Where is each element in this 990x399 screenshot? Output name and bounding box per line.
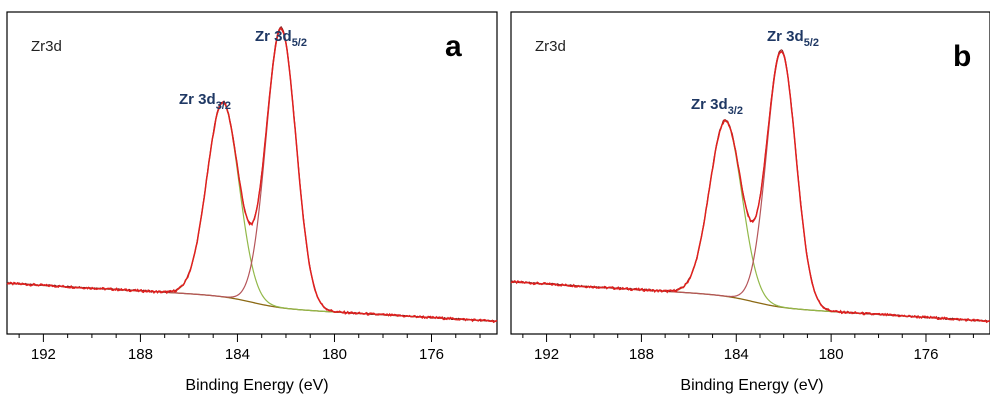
panel-b-envelope [510, 50, 990, 324]
panel-b-x-axis-title: Binding Energy (eV) [680, 377, 823, 394]
panel-b-letter: b [953, 40, 971, 73]
panel-b-plot [510, 49, 990, 324]
panel-b-x-tick-label: 192 [534, 346, 559, 363]
panel-a-peak-label-3d32: Zr 3d3/2 [179, 91, 231, 112]
panel-b-peak-label-3d32: Zr 3d3/2 [691, 96, 743, 117]
panel-a-x-axis-title: Binding Energy (eV) [185, 377, 328, 394]
panel-b-x-tick-label: 176 [913, 346, 938, 363]
panel-b-x-tick-label: 180 [819, 346, 844, 363]
panel-a-spectrum-label: Zr3d [31, 38, 62, 55]
panel-b-spectrum-label: Zr3d [535, 38, 566, 55]
panel-a: Zr3d a 192 188 184 180 176 Binding Energy (e… [6, 11, 498, 394]
panel-a-x-tick-label: 180 [322, 346, 347, 363]
panel-a-x-tick-label: 188 [128, 346, 153, 363]
panel-b-x-tick-label: 184 [724, 346, 749, 363]
panel-a-x-axis: 192 188 184 180 176 [18, 334, 481, 363]
panel-b-frame [510, 11, 990, 335]
panel-b-peak-label-3d52: Zr 3d5/2 [767, 28, 819, 49]
panel-a-peak-label-3d52: Zr 3d5/2 [255, 28, 307, 49]
panel-a-frame [6, 11, 498, 335]
panel-b: Zr3d b 192 188 184 180 176 Binding Energy (e… [510, 11, 990, 394]
panel-a-envelope [6, 27, 498, 324]
panel-a-letter: a [445, 30, 462, 63]
panel-a-plot [6, 25, 498, 324]
panel-b-x-axis: 192 188 184 180 176 [522, 334, 974, 363]
panel-a-x-tick-label: 184 [225, 346, 250, 363]
panel-a-x-tick-label: 192 [31, 346, 56, 363]
panel-b-x-tick-label: 188 [629, 346, 654, 363]
panel-a-x-tick-label: 176 [419, 346, 444, 363]
